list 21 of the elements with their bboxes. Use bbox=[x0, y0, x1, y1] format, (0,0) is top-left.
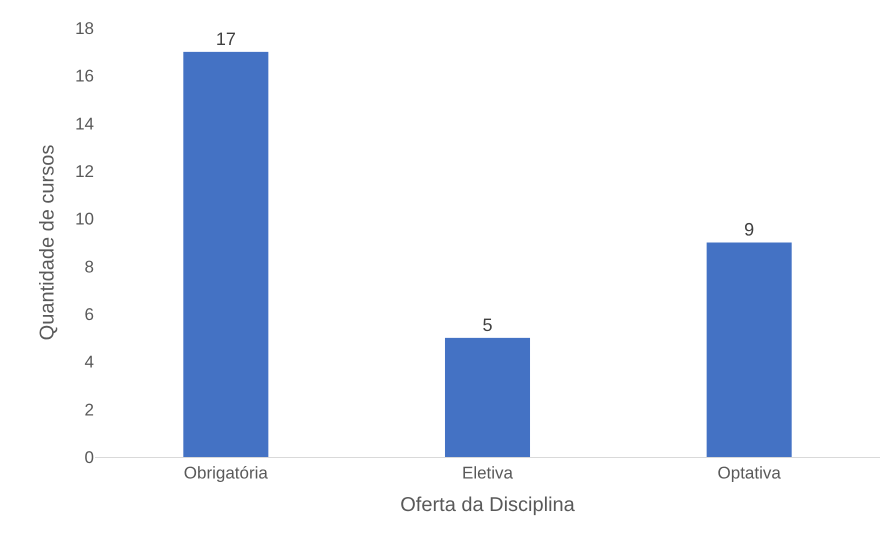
y-tick-label: 8 bbox=[84, 257, 94, 276]
y-tick-label: 2 bbox=[84, 400, 94, 420]
bar bbox=[444, 338, 530, 457]
x-tick-label: Optativa bbox=[718, 463, 782, 482]
bar bbox=[706, 242, 792, 457]
data-label: 5 bbox=[482, 314, 493, 335]
y-tick-label: 10 bbox=[75, 210, 94, 229]
bar bbox=[183, 52, 268, 457]
y-tick-label: 14 bbox=[75, 114, 94, 134]
x-axis-title: Oferta da Disciplina bbox=[400, 494, 576, 516]
y-axis-title: Quantidade de cursos bbox=[36, 144, 59, 340]
x-tick-label: Obrigatória bbox=[184, 463, 268, 482]
y-tick-label: 16 bbox=[75, 66, 94, 86]
data-label: 9 bbox=[744, 220, 754, 240]
y-tick-label: 4 bbox=[84, 352, 94, 372]
data-label: 17 bbox=[216, 28, 236, 49]
y-tick-label: 6 bbox=[84, 304, 94, 324]
y-tick-label: 18 bbox=[75, 18, 94, 38]
y-tick-label: 0 bbox=[84, 448, 94, 467]
x-tick-label: Eletiva bbox=[462, 463, 514, 482]
y-tick-label: 12 bbox=[75, 162, 94, 181]
